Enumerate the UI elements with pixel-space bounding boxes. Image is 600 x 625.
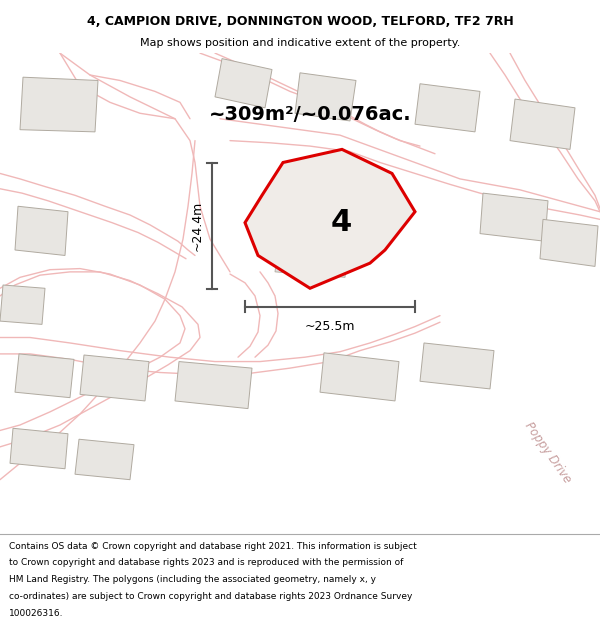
Polygon shape <box>80 355 149 401</box>
Polygon shape <box>10 428 68 469</box>
Text: 100026316.: 100026316. <box>9 609 64 618</box>
Polygon shape <box>275 228 350 278</box>
Polygon shape <box>510 99 575 149</box>
Polygon shape <box>245 149 415 288</box>
Text: to Crown copyright and database rights 2023 and is reproduced with the permissio: to Crown copyright and database rights 2… <box>9 558 403 568</box>
Polygon shape <box>295 72 356 121</box>
Text: Contains OS data © Crown copyright and database right 2021. This information is : Contains OS data © Crown copyright and d… <box>9 542 417 551</box>
Text: Poppy Drive: Poppy Drive <box>522 419 574 486</box>
Text: 4, CAMPION DRIVE, DONNINGTON WOOD, TELFORD, TF2 7RH: 4, CAMPION DRIVE, DONNINGTON WOOD, TELFO… <box>86 15 514 28</box>
Polygon shape <box>480 193 548 241</box>
Text: HM Land Registry. The polygons (including the associated geometry, namely x, y: HM Land Registry. The polygons (includin… <box>9 575 376 584</box>
Polygon shape <box>540 219 598 266</box>
Polygon shape <box>75 439 134 480</box>
Text: 4: 4 <box>331 208 352 237</box>
Text: ~24.4m: ~24.4m <box>191 201 204 251</box>
Polygon shape <box>15 354 74 398</box>
Polygon shape <box>215 59 272 108</box>
Polygon shape <box>320 352 399 401</box>
Polygon shape <box>415 84 480 132</box>
Polygon shape <box>15 206 68 256</box>
Text: ~25.5m: ~25.5m <box>305 320 355 333</box>
Polygon shape <box>0 285 45 324</box>
Text: Map shows position and indicative extent of the property.: Map shows position and indicative extent… <box>140 38 460 48</box>
Polygon shape <box>20 77 98 132</box>
Text: ~309m²/~0.076ac.: ~309m²/~0.076ac. <box>209 105 412 124</box>
Text: co-ordinates) are subject to Crown copyright and database rights 2023 Ordnance S: co-ordinates) are subject to Crown copyr… <box>9 592 412 601</box>
Polygon shape <box>420 343 494 389</box>
Polygon shape <box>175 361 252 409</box>
